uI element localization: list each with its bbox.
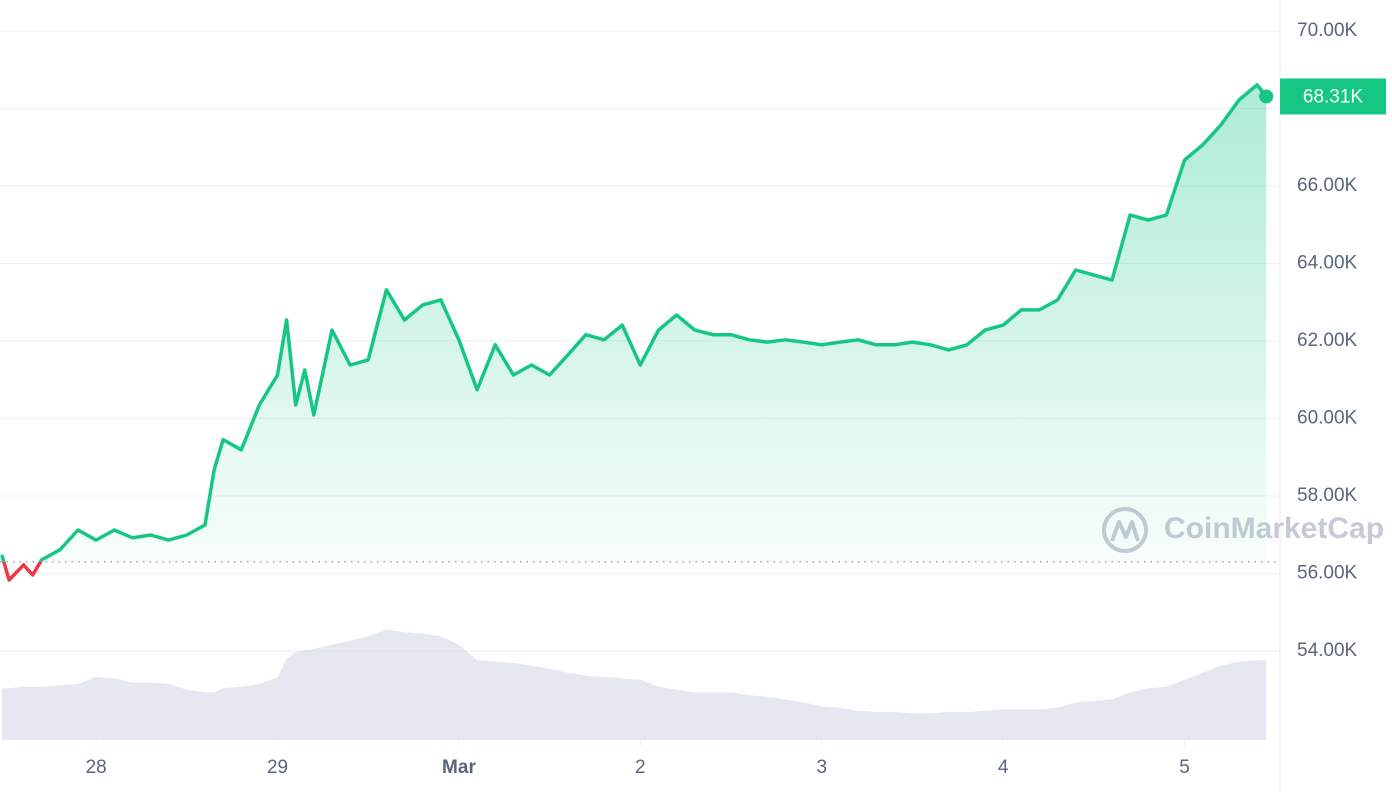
y-tick-label: 66.00K	[1297, 175, 1358, 196]
y-tick-label: 56.00K	[1297, 562, 1358, 583]
y-tick-label: 60.00K	[1297, 407, 1358, 428]
y-tick-label: 70.00K	[1297, 20, 1358, 41]
y-tick-label: 58.00K	[1297, 485, 1358, 506]
y-tick-label: 64.00K	[1297, 252, 1358, 273]
x-tick-label: 5	[1179, 757, 1190, 778]
x-tick-label: 29	[267, 757, 288, 778]
x-tick-label: Mar	[442, 757, 476, 778]
price-line	[0, 83, 1268, 562]
last-point	[1259, 89, 1274, 104]
price-tag	[1280, 78, 1386, 115]
x-tick-label: 4	[998, 757, 1009, 778]
price-tag-label: 68.31K	[1303, 86, 1364, 107]
volume-area	[1, 629, 1267, 740]
y-tick-label: 62.00K	[1297, 330, 1358, 351]
price-area	[1, 84, 1267, 562]
x-tick-label: 3	[816, 757, 827, 778]
x-tick-label: 2	[635, 757, 646, 778]
x-tick-label: 28	[86, 757, 107, 778]
y-tick-label: 54.00K	[1297, 640, 1358, 661]
